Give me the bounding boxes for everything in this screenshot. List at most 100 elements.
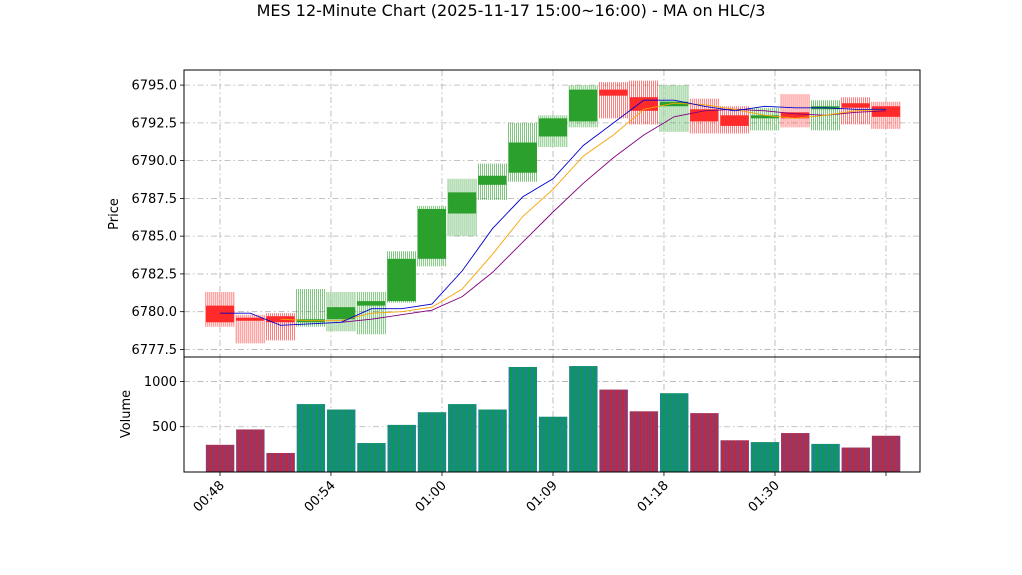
ma-mid-line — [280, 102, 887, 322]
candle-body — [750, 115, 780, 119]
up-candle — [508, 122, 537, 182]
volume-bar-up — [750, 442, 780, 472]
volume-bar-up — [659, 393, 689, 472]
down-candle — [720, 106, 749, 134]
volume-bar-down — [236, 429, 265, 472]
volume-bar-up — [811, 443, 840, 472]
down-candle — [689, 98, 719, 134]
volume-bar — [538, 416, 568, 472]
up-candle — [568, 85, 598, 128]
down-candle — [235, 314, 265, 344]
volume-bar — [811, 443, 840, 472]
volume-bar — [690, 413, 719, 472]
candle-body — [629, 97, 658, 111]
price-series — [205, 80, 901, 344]
chart-title: MES 12-Minute Chart (2025-11-17 15:00~16… — [257, 1, 766, 20]
volume-bar — [296, 404, 325, 472]
volume-bar-down — [871, 435, 901, 472]
volume-bar-up — [326, 409, 356, 472]
volume-bar-down — [205, 444, 235, 472]
volume-bar — [659, 393, 689, 472]
volume-bar-up — [569, 366, 598, 472]
volume-bar — [750, 442, 780, 472]
volume-axis-label: Volume — [119, 390, 134, 438]
volume-bar-down — [781, 433, 810, 472]
down-candle — [871, 101, 901, 129]
down-candle — [780, 94, 810, 128]
volume-series — [205, 366, 901, 472]
candle-body — [871, 106, 901, 117]
volume-bar-down — [841, 447, 870, 472]
up-candle — [447, 178, 477, 237]
candle-body — [569, 89, 598, 122]
down-candle — [205, 292, 235, 327]
price-tick-label: 6787.5 — [132, 192, 178, 207]
price-tick-label: 6782.5 — [132, 267, 178, 282]
volume-bar — [357, 443, 386, 472]
volume-bar-down — [266, 452, 295, 472]
candle-body — [841, 103, 870, 108]
up-candle — [417, 205, 447, 267]
up-candle — [478, 163, 507, 200]
moving-averages — [220, 99, 887, 326]
volume-bar-up — [478, 409, 507, 472]
volume-bar — [236, 429, 265, 472]
volume-bar-up — [448, 404, 477, 472]
volume-bar — [871, 435, 901, 472]
volume-bar-up — [296, 404, 326, 472]
up-candle — [538, 115, 568, 148]
up-candle — [326, 292, 356, 332]
volume-bar — [508, 366, 537, 472]
price-tick-label: 6795.0 — [132, 79, 178, 94]
volume-bar — [781, 433, 810, 472]
down-candle — [629, 80, 658, 125]
candle-body — [781, 112, 810, 119]
candle-body — [387, 258, 416, 302]
price-tick-label: 6780.0 — [132, 305, 178, 320]
price-tick-label: 6790.0 — [132, 154, 178, 169]
down-candle — [599, 82, 628, 119]
candle-body — [478, 175, 507, 185]
up-candle — [750, 107, 780, 131]
volume-tick-label: 1000 — [144, 375, 177, 390]
price-tick-label: 6792.5 — [132, 116, 178, 131]
down-candle — [266, 313, 295, 341]
volume-bar — [387, 424, 416, 472]
candle-body — [357, 301, 386, 306]
volume-bar — [326, 409, 356, 472]
candle-body — [720, 115, 749, 126]
volume-bar-up — [508, 366, 537, 472]
up-candle — [356, 292, 386, 335]
volume-bar — [448, 404, 477, 472]
candle-body — [659, 101, 689, 107]
price-tick-label: 6785.0 — [132, 230, 178, 245]
volume-bar-down — [720, 440, 749, 472]
candle-body — [236, 317, 265, 321]
volume-bar-up — [538, 416, 568, 472]
volume-bar-down — [599, 389, 628, 472]
candle-body — [205, 305, 235, 323]
up-candle — [659, 85, 689, 132]
volume-bar — [720, 440, 749, 472]
volume-bar-up — [387, 424, 416, 472]
volume-bar-up — [417, 412, 447, 472]
volume-bar — [205, 444, 235, 472]
volume-bar — [629, 411, 658, 472]
candle-body — [599, 89, 628, 96]
volume-panel-frame — [183, 356, 921, 473]
volume-bar-up — [357, 443, 386, 472]
volume-tick-label: 500 — [152, 420, 177, 435]
volume-bar-down — [690, 413, 719, 472]
volume-bar — [841, 447, 870, 472]
axes — [180, 69, 921, 476]
price-tick-label: 6777.5 — [132, 343, 178, 358]
volume-bar — [478, 409, 507, 472]
ma-fast-line — [220, 99, 886, 326]
ma-slow-line — [341, 108, 887, 323]
price-axis-label: Price — [107, 198, 122, 230]
volume-bar — [569, 366, 598, 472]
candle-body — [326, 307, 356, 320]
volume-bar — [417, 412, 447, 472]
volume-bar-down — [629, 411, 659, 472]
